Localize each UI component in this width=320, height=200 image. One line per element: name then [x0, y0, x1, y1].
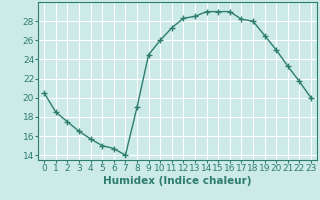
- X-axis label: Humidex (Indice chaleur): Humidex (Indice chaleur): [103, 176, 252, 186]
